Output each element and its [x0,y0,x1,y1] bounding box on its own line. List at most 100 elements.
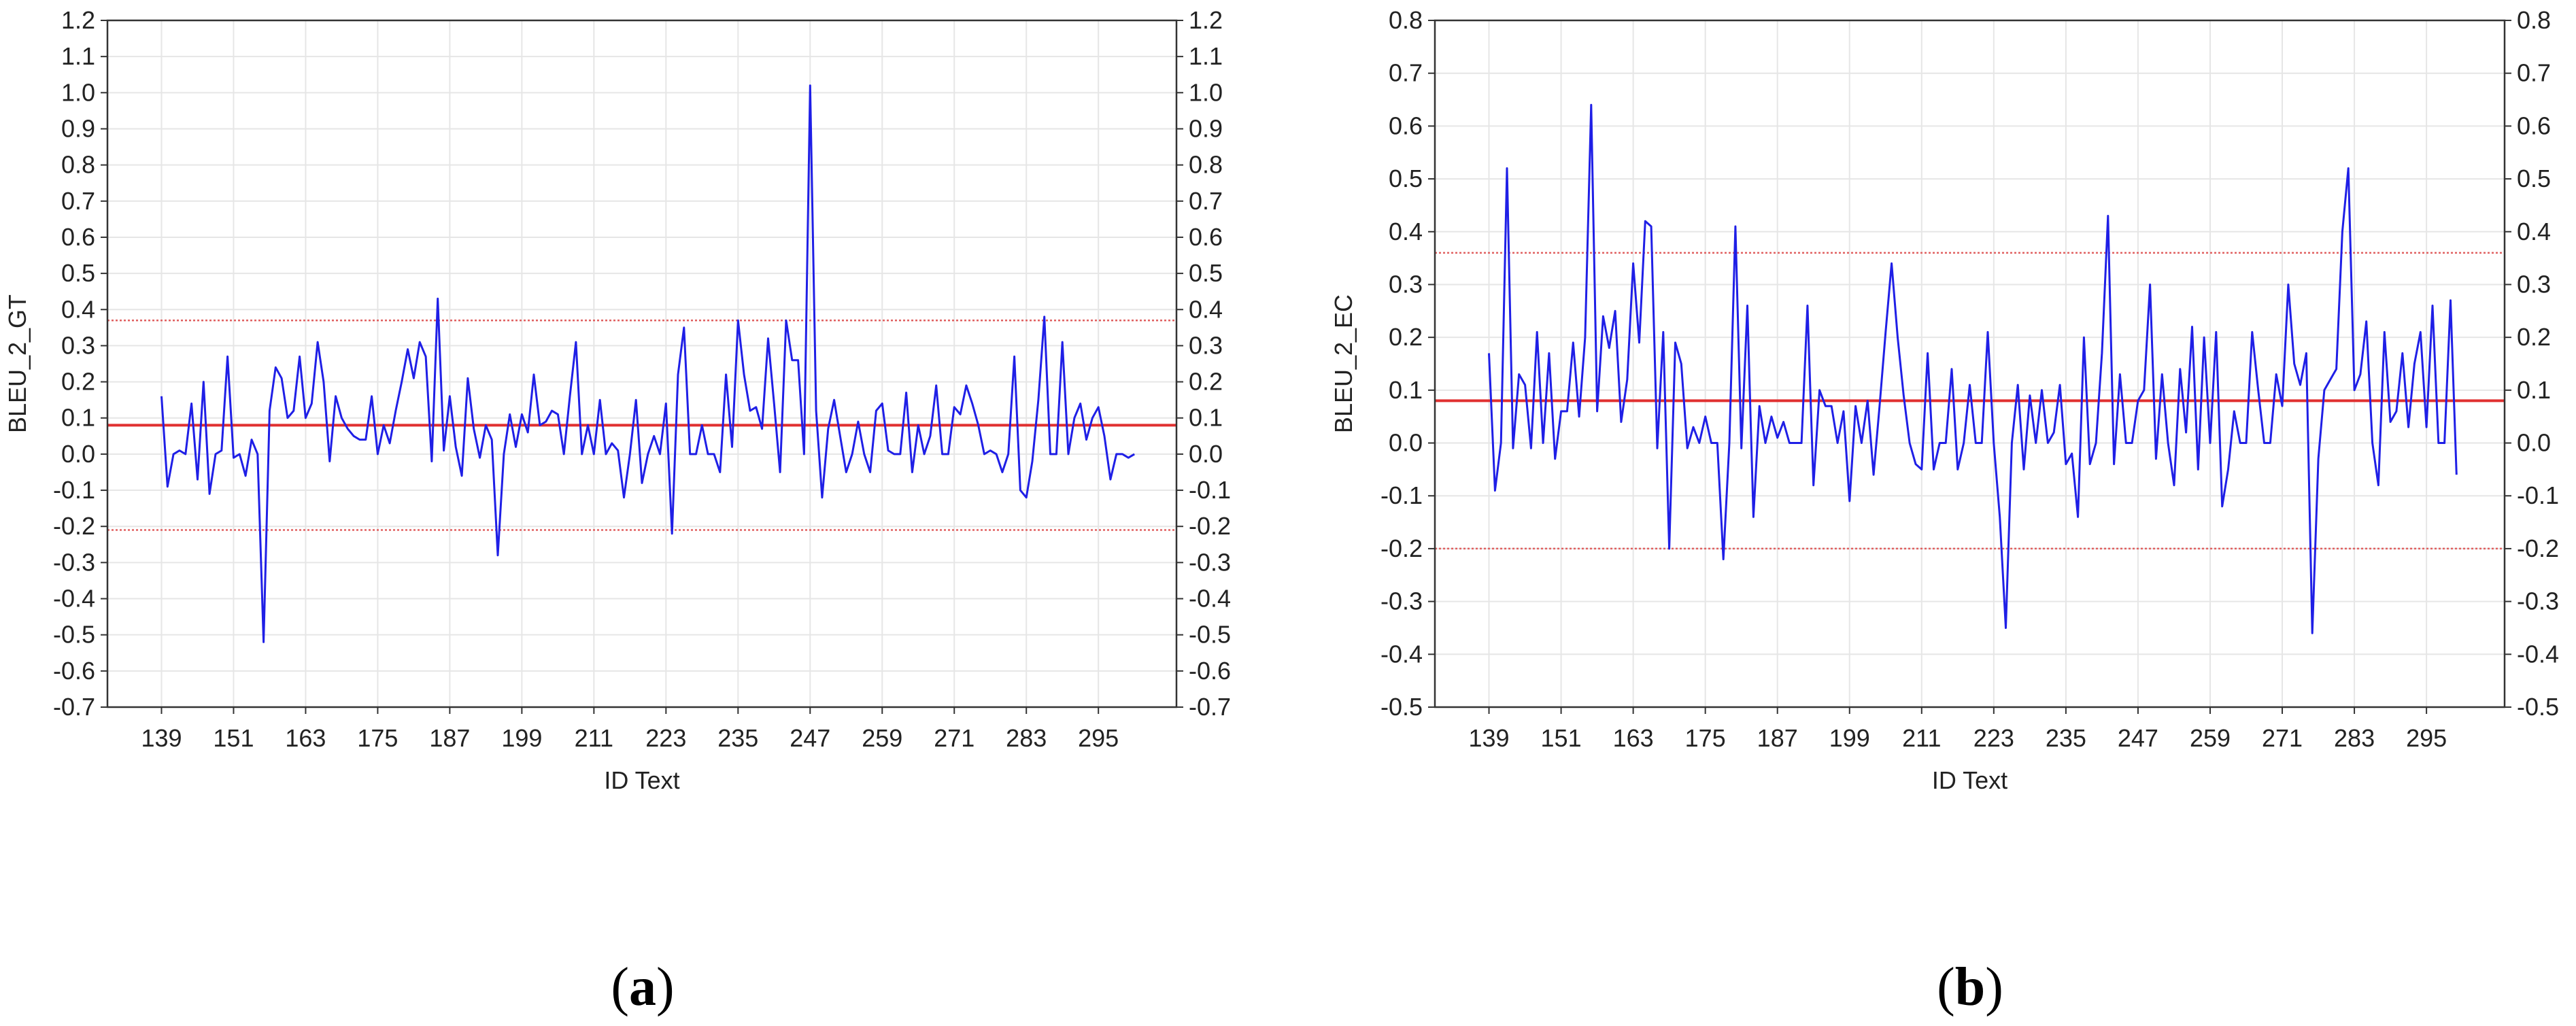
chart0-y-axis-title: BLEU_2_GT [3,294,31,433]
chart1-xtick-label: 223 [1973,724,2014,752]
chart-a: -0.7 -0.7 -0.6 -0.6 -0.5 -0.5 -0.4 -0.4 -0.3 -0.3… [3,6,1231,1017]
chart0-ytick-label-left: 0.5 [61,259,95,287]
chart0-ytick-label-right: 0.6 [1189,223,1223,251]
chart1-ytick-label-right: -0.3 [2517,587,2559,615]
chart1-xtick-label: 163 [1613,724,1654,752]
chart1-ytick-label-left: 0.8 [1389,6,1423,34]
chart0-ytick-label-right: 0.3 [1189,331,1223,359]
chart0-ytick-label-left: 0.7 [61,187,95,215]
chart1-ytick-label-right: 0.1 [2517,376,2551,404]
chart0-ytick-label-left: -0.4 [53,585,95,613]
chart1-xtick-label: 283 [2334,724,2375,752]
chart0-xtick-label: 187 [429,724,470,752]
chart-b: -0.5 -0.5 -0.4 -0.4 -0.3 -0.3 -0.2 -0.2 -0.1 -0.1… [1329,6,2559,1017]
chart0-ytick-label-left: -0.3 [53,548,95,576]
chart1-y-axis-title: BLEU_2_EC [1329,294,1357,433]
chart1-ytick-label-right: 0.3 [2517,270,2551,298]
chart1-ytick-label-right: 0.0 [2517,429,2551,457]
chart0-ytick-label-right: -0.5 [1189,621,1231,649]
chart1-ytick-label-right: 0.5 [2517,165,2551,192]
chart1-ytick-label-left: -0.1 [1380,481,1423,509]
chart1-ytick-label-right: 0.8 [2517,6,2551,34]
chart1-xtick-label: 139 [1468,724,1509,752]
chart0-ytick-label-right: -0.1 [1189,476,1231,504]
chart0-plot-frame [106,19,1178,708]
chart1-xtick-label: 175 [1685,724,1726,752]
chart0-ytick-label-left: 1.1 [61,42,95,70]
chart1-ytick-label-left: 0.1 [1389,376,1423,404]
chart0-ytick-label-left: 0.1 [61,404,95,432]
chart0-ytick-label-left: -0.2 [53,512,95,540]
chart1-ytick-label-left: 0.6 [1389,112,1423,139]
chart1-ytick-label-right: -0.2 [2517,534,2559,562]
chart0-ytick-label-right: 0.9 [1189,114,1223,142]
chart0-ytick-label-right: 0.4 [1189,295,1223,323]
chart0-ytick-label-right: -0.4 [1189,585,1231,613]
chart0-xtick-label: 283 [1006,724,1047,752]
chart0-ytick-label-left: 0.6 [61,223,95,251]
chart0-ytick-label-left: -0.6 [53,657,95,685]
chart1-ytick-label-right: 0.4 [2517,218,2551,245]
chart0-ytick-label-right: 0.1 [1189,404,1223,432]
chart0-ytick-label-right: 0.8 [1189,151,1223,179]
chart0-xtick-label: 235 [717,724,758,752]
chart0-ytick-label-left: -0.1 [53,476,95,504]
chart0-xtick-label: 247 [790,724,830,752]
chart1-ytick-label-left: 0.3 [1389,270,1423,298]
chart1-ytick-label-right: -0.4 [2517,640,2559,668]
chart0-xtick-label: 175 [357,724,398,752]
chart1-ytick-label-left: 0.2 [1389,323,1423,351]
chart1-xtick-label: 295 [2406,724,2447,752]
chart1-xtick-label: 151 [1541,724,1582,752]
chart0-ytick-label-left: 0.9 [61,114,95,142]
chart1-xtick-label: 211 [1902,724,1941,752]
chart1-ytick-label-left: 0.7 [1389,59,1423,87]
chart1-ytick-label-left: -0.4 [1380,640,1423,668]
chart1-x-axis-title: ID Text [1932,766,2007,794]
chart0-series-line [160,84,1135,643]
chart1-xtick-label: 259 [2190,724,2231,752]
chart0-xtick-label: 211 [575,724,613,752]
chart1-xtick-label: 271 [2262,724,2303,752]
chart1-xtick-label: 187 [1757,724,1798,752]
chart1-ytick-label-right: 0.2 [2517,323,2551,351]
chart1-ytick-label-right: 0.7 [2517,59,2551,87]
chart0-ytick-label-right: 1.2 [1189,6,1223,34]
chart0-xtick-label: 199 [501,724,542,752]
chart0-ytick-label-left: 0.2 [61,368,95,396]
chart0-xtick-label: 259 [862,724,902,752]
chart1-xtick-label: 247 [2118,724,2158,752]
chart1-ytick-label-left: 0.4 [1389,218,1423,245]
chart0-ytick-label-right: 0.2 [1189,368,1223,396]
chart1-xtick-label: 235 [2046,724,2086,752]
chart0-xtick-label: 151 [213,724,254,752]
chart0-ytick-label-right: -0.3 [1189,548,1231,576]
chart0-ytick-label-left: 0.8 [61,151,95,179]
chart1-ytick-label-right: -0.5 [2517,693,2559,721]
chart0-ytick-label-left: -0.5 [53,621,95,649]
chart0-ytick-label-right: 1.0 [1189,78,1223,106]
chart1-plot-frame [1434,19,2506,708]
chart1-ytick-label-left: 0.5 [1389,165,1423,192]
chart0-ytick-label-right: 1.1 [1189,42,1223,70]
chart0-ytick-label-right: -0.7 [1189,693,1231,721]
chart0-ytick-label-right: 0.7 [1189,187,1223,215]
chart1-ytick-label-right: 0.6 [2517,112,2551,139]
chart0-ytick-label-left: 1.0 [61,78,95,106]
chart1-ytick-label-left: -0.2 [1380,534,1423,562]
chart1-xtick-label: 199 [1829,724,1870,752]
chart1-ytick-label-left: -0.3 [1380,587,1423,615]
chart0-ytick-label-left: 1.2 [61,6,95,34]
chart0-xtick-label: 223 [645,724,686,752]
chart0-ytick-label-left: 0.0 [61,440,95,468]
chart0-xtick-label: 271 [934,724,975,752]
chart0-xtick-label: 163 [285,724,326,752]
chart0-ytick-label-left: -0.7 [53,693,95,721]
chart0-ytick-label-left: 0.3 [61,331,95,359]
chart1-caption: (b) [1937,957,2003,1017]
chart0-ytick-label-right: -0.2 [1189,512,1231,540]
chart0-x-axis-title: ID Text [604,766,679,794]
chart0-ytick-label-right: 0.5 [1189,259,1223,287]
chart0-ytick-label-right: -0.6 [1189,657,1231,685]
